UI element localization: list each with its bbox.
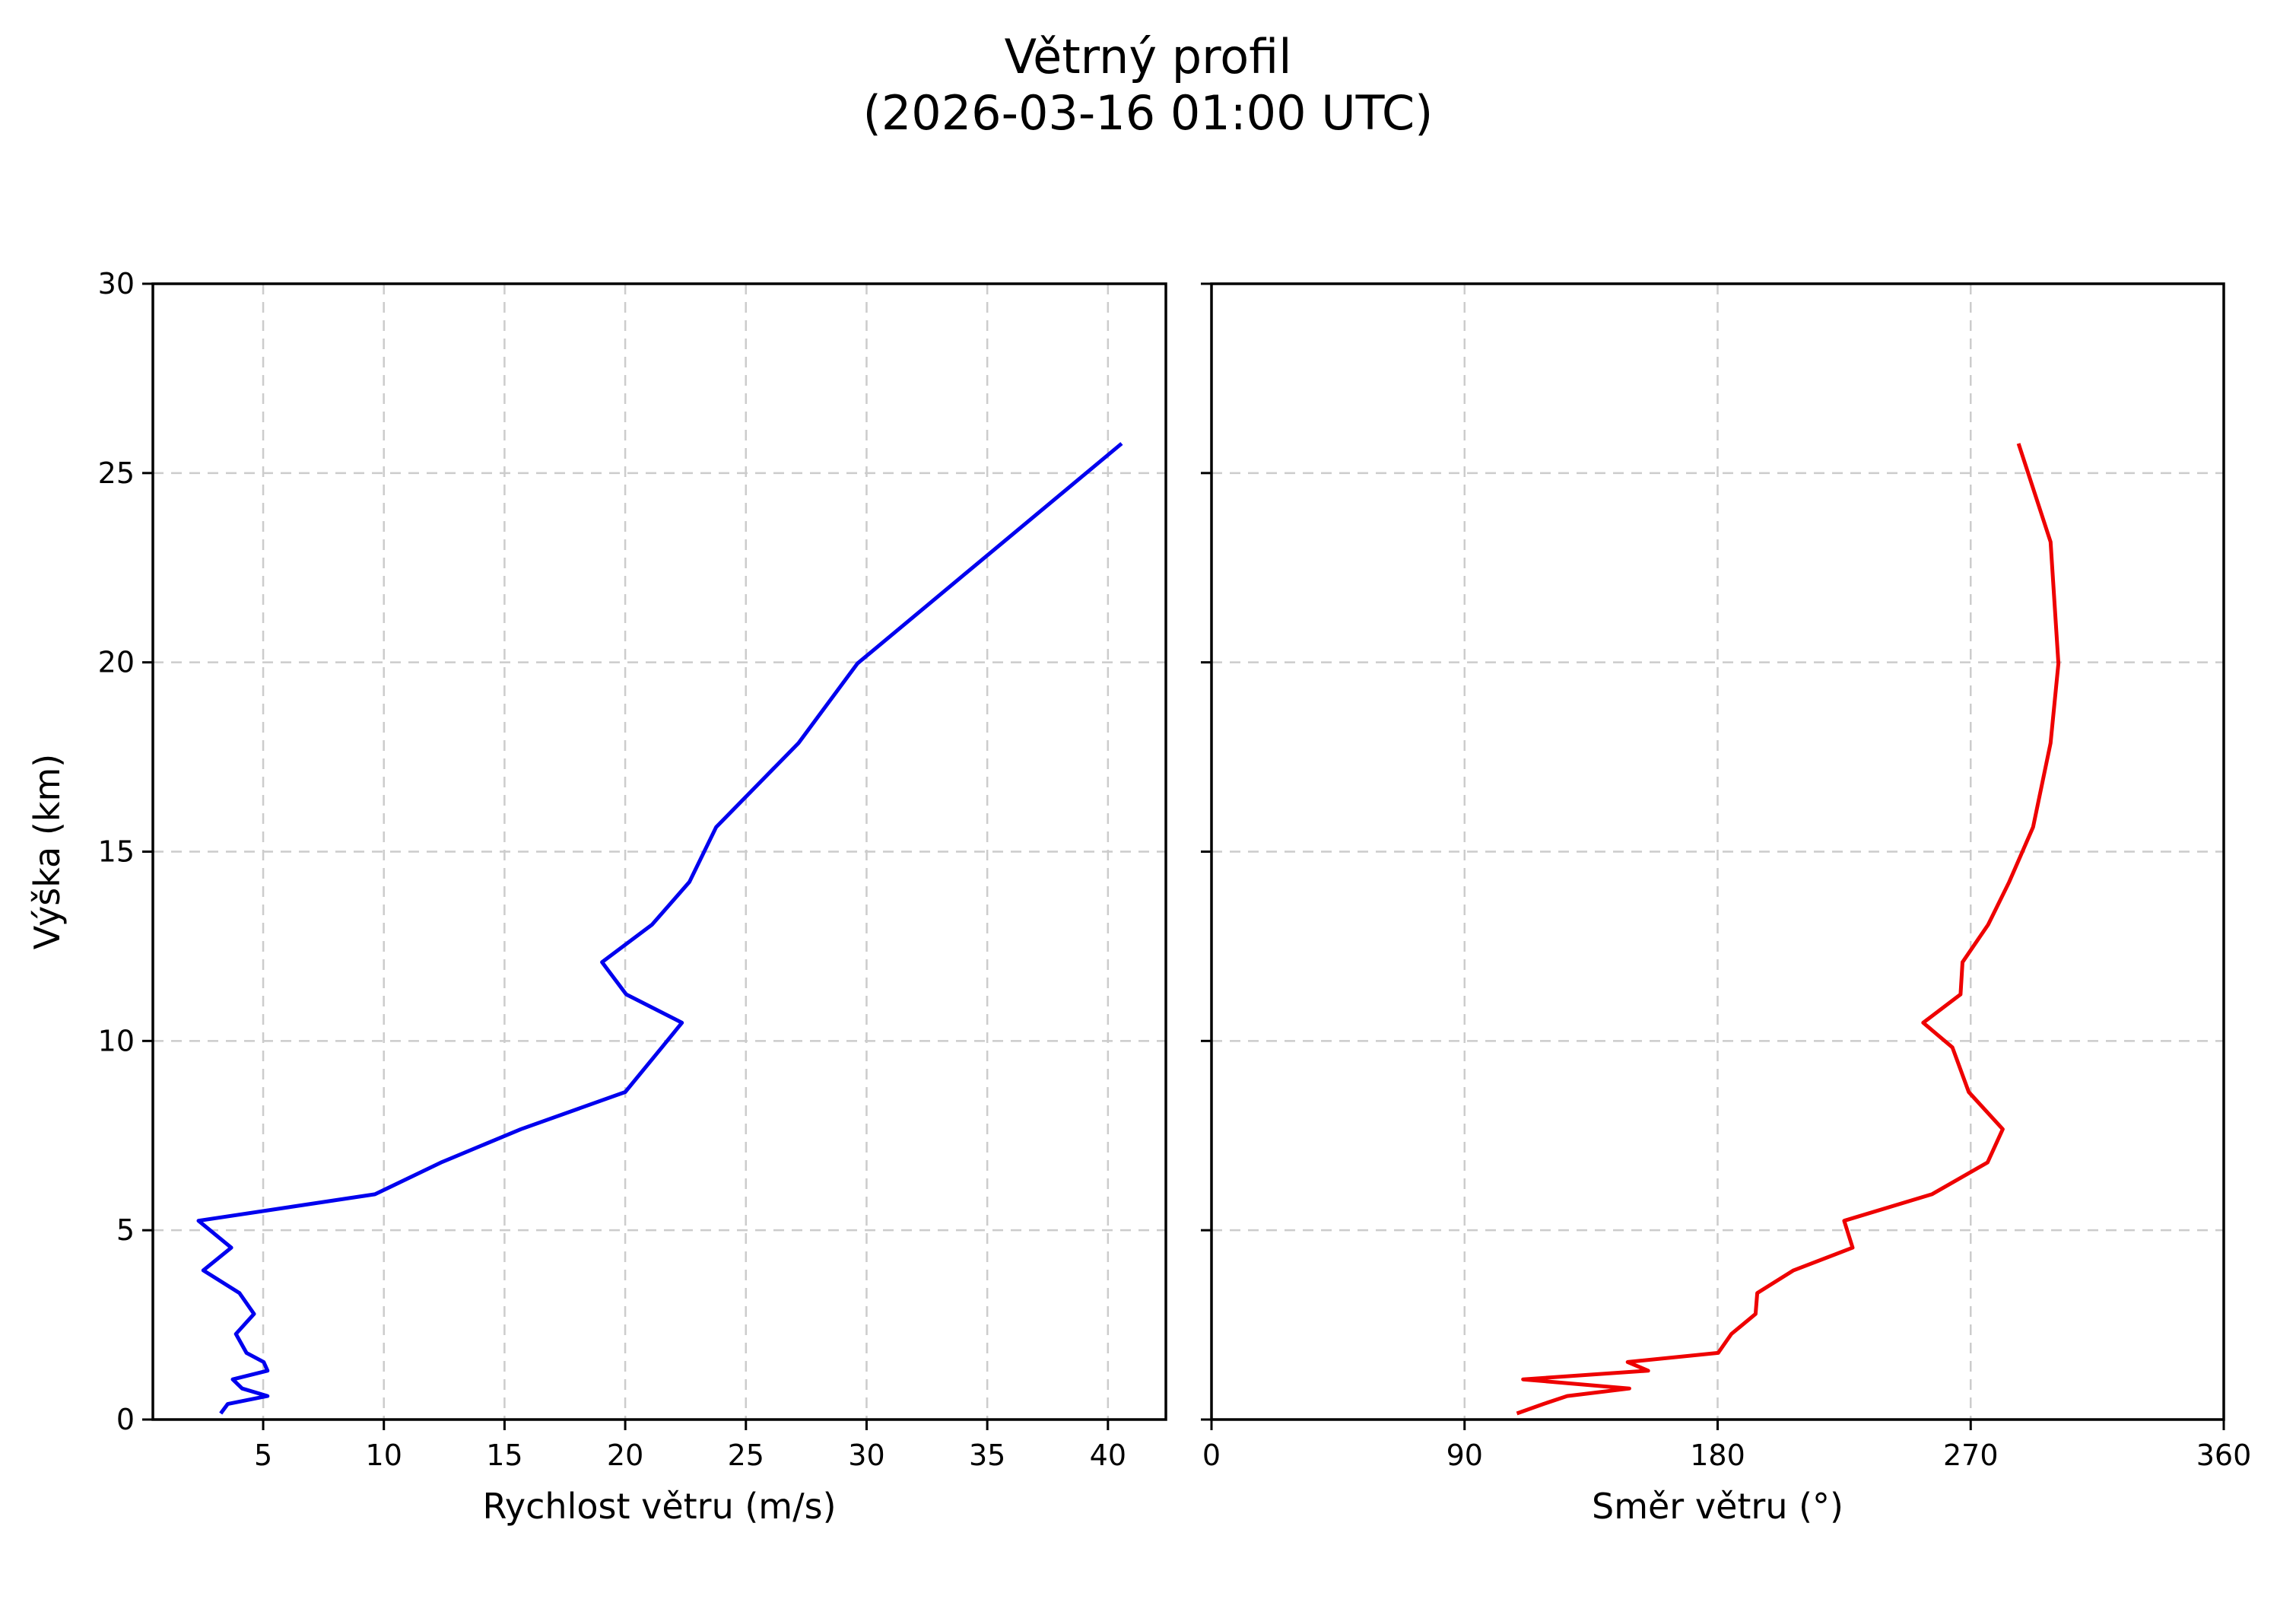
x-tick-label: 15 — [486, 1439, 522, 1472]
direction-grid — [1210, 284, 2225, 1420]
speed-grid — [153, 284, 1166, 1420]
y-tick-label: 0 — [116, 1403, 135, 1436]
wind-direction-plot: 0 90 180 270 360 Směr větru (°) — [1201, 282, 2252, 1527]
speed-x-axis-label: Rychlost větru (m/s) — [482, 1486, 836, 1527]
x-tick-label: 360 — [2196, 1439, 2252, 1472]
y-tick-label: 25 — [98, 456, 135, 490]
wind-speed-plot: 5 10 15 20 25 30 35 40 0 5 10 15 20 25 30 Rychlost vět… — [27, 267, 1167, 1527]
speed-ticks: 5 10 15 20 25 30 35 40 0 5 10 15 20 25 30 — [98, 267, 1126, 1472]
chart-title-line2: (2026-03-16 01:00 UTC) — [862, 85, 1434, 141]
y-tick-label: 30 — [98, 267, 135, 300]
x-tick-label: 270 — [1943, 1439, 1999, 1472]
x-tick-label: 180 — [1690, 1439, 1745, 1472]
chart-title-line1: Větrný profil — [1004, 29, 1292, 84]
y-tick-label: 10 — [98, 1024, 135, 1057]
wind-direction-line — [1516, 443, 2061, 1416]
y-tick-label: 20 — [98, 646, 135, 679]
x-tick-label: 90 — [1447, 1439, 1483, 1472]
x-tick-label: 35 — [969, 1439, 1005, 1472]
height-y-axis-label: Výška (km) — [27, 754, 68, 949]
y-tick-label: 15 — [98, 835, 135, 869]
x-tick-label: 40 — [1090, 1439, 1126, 1472]
direction-x-axis-label: Směr větru (°) — [1592, 1486, 1843, 1527]
x-tick-label: 0 — [1202, 1439, 1221, 1472]
y-tick-label: 5 — [116, 1213, 135, 1247]
direction-ticks: 0 90 180 270 360 — [1201, 282, 2252, 1472]
x-tick-label: 30 — [848, 1439, 884, 1472]
x-tick-label: 5 — [254, 1439, 272, 1472]
x-tick-label: 25 — [728, 1439, 764, 1472]
wind-speed-line — [196, 442, 1123, 1415]
x-tick-label: 20 — [607, 1439, 643, 1472]
x-tick-label: 10 — [366, 1439, 402, 1472]
